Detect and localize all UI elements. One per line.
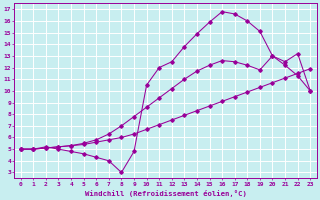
X-axis label: Windchill (Refroidissement éolien,°C): Windchill (Refroidissement éolien,°C) xyxy=(84,190,246,197)
